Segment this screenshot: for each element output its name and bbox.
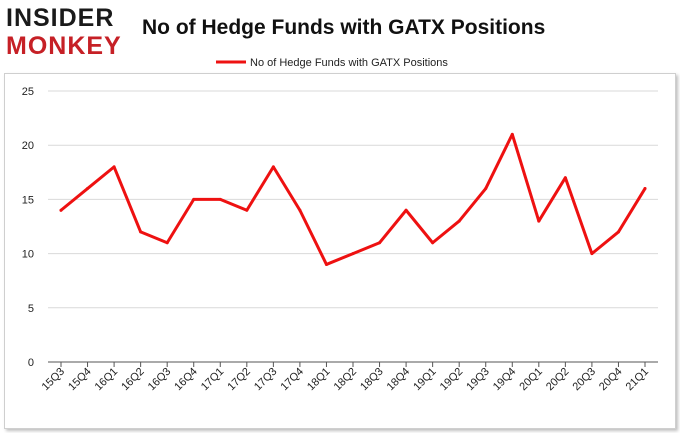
logo-line-2: MONKEY: [6, 32, 122, 60]
x-tick-label: 20Q4: [597, 366, 625, 394]
chart-title: No of Hedge Funds with GATX Positions: [142, 16, 546, 39]
logo-line-1: INSIDER: [6, 4, 115, 32]
data-point-20Q4: [616, 230, 620, 234]
x-tick-label: 16Q2: [119, 366, 147, 394]
data-point-17Q2: [245, 208, 249, 212]
data-point-17Q4: [298, 208, 302, 212]
x-tick-label: 17Q1: [199, 366, 227, 394]
y-tick-label: 0: [28, 357, 34, 369]
x-tick-label: 20Q3: [571, 366, 599, 394]
x-tick-labels: 15Q3 15Q4 16Q1 16Q2 16Q3 16Q4 17Q1 17Q2 17Q3 17Q4…: [40, 366, 652, 394]
data-point-17Q1: [218, 197, 222, 201]
x-tick-label: 20Q2: [544, 366, 572, 394]
chart-frame: [4, 73, 676, 429]
x-tick-label: 15Q4: [66, 366, 94, 394]
data-point-16Q2: [139, 230, 143, 234]
grid-lines: [48, 90, 658, 309]
data-point-21Q1: [643, 187, 647, 191]
x-tick-label: 21Q1: [624, 366, 652, 394]
x-tick-label: 18Q4: [385, 366, 413, 394]
data-point-15Q4: [86, 187, 90, 191]
y-tick-label: 20: [22, 140, 34, 152]
x-tick-label: 17Q4: [279, 366, 307, 394]
series: [59, 132, 647, 266]
y-tick-label: 10: [22, 249, 34, 261]
data-point-17Q3: [271, 165, 275, 169]
data-point-18Q4: [404, 208, 408, 212]
x-tick-label: 17Q2: [225, 366, 253, 394]
x-tick-label: 19Q4: [491, 366, 519, 394]
data-point-19Q4: [510, 132, 514, 136]
x-tick-label: 20Q1: [517, 366, 545, 394]
insider-monkey-logo: INSIDER MONKEY: [6, 6, 136, 60]
x-tick-label: 18Q3: [358, 366, 386, 394]
data-point-19Q1: [431, 241, 435, 245]
data-point-18Q3: [378, 241, 382, 245]
x-tick-label: 18Q1: [305, 366, 333, 394]
data-point-16Q3: [165, 241, 169, 245]
y-tick-label: 15: [22, 194, 34, 206]
x-tick-label: 19Q2: [438, 366, 466, 394]
x-tick-label: 16Q3: [146, 366, 174, 394]
axes: [48, 361, 658, 367]
data-point-20Q1: [537, 219, 541, 223]
data-point-15Q3: [59, 208, 63, 212]
y-tick-label: 5: [28, 303, 34, 315]
data-point-18Q2: [351, 252, 355, 256]
data-point-16Q1: [112, 165, 116, 169]
y-tick-label: 25: [22, 86, 34, 98]
data-point-16Q4: [192, 197, 196, 201]
data-point-20Q2: [563, 176, 567, 180]
legend: No of Hedge Funds with GATX Positions: [216, 57, 448, 69]
data-point-19Q3: [484, 187, 488, 191]
x-tick-label: 16Q1: [93, 366, 121, 394]
data-point-18Q1: [324, 262, 328, 266]
x-tick-label: 19Q1: [411, 366, 439, 394]
legend-label: No of Hedge Funds with GATX Positions: [250, 57, 448, 69]
x-tick-label: 15Q3: [40, 366, 68, 394]
x-tick-label: 18Q2: [332, 366, 360, 394]
x-tick-label: 16Q4: [172, 366, 200, 394]
x-tick-label: 19Q3: [464, 366, 492, 394]
data-point-19Q2: [457, 219, 461, 223]
data-point-20Q3: [590, 252, 594, 256]
x-tick-label: 17Q3: [252, 366, 280, 394]
y-tick-labels: 0 5 10 15 20 25: [22, 86, 34, 369]
